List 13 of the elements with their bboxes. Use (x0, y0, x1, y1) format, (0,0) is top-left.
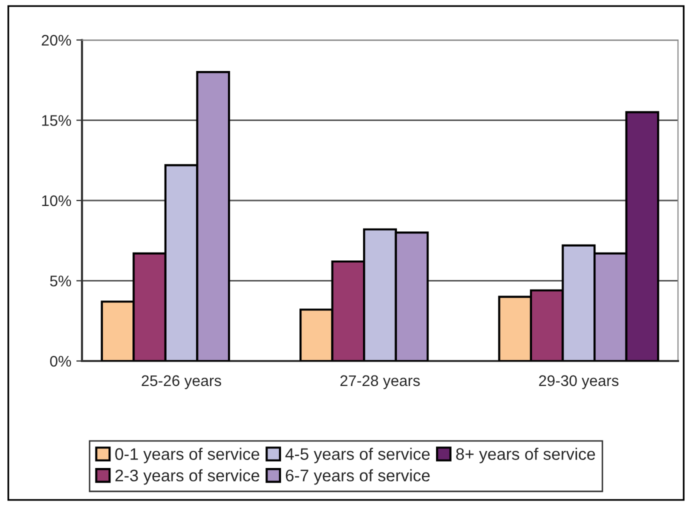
legend-label: 2-3 years of service (115, 469, 260, 485)
x-tick-label: 27-28 years (340, 375, 420, 390)
y-tick-label: 15% (42, 115, 72, 126)
legend-label: 0-1 years of service (115, 448, 260, 464)
x-tick-label: 25-26 years (142, 375, 222, 390)
legend-label: 8+ years of service (456, 448, 596, 464)
x-tick-label: 29-30 years (539, 375, 618, 390)
y-tick-label: 0% (50, 356, 72, 367)
y-tick-label: 5% (50, 276, 72, 286)
y-tick-label: 10% (42, 195, 72, 206)
y-tick-label: 20% (42, 34, 72, 46)
legend-label: 4-5 years of service (285, 448, 430, 464)
legend-label: 6-7 years of service (286, 469, 430, 485)
